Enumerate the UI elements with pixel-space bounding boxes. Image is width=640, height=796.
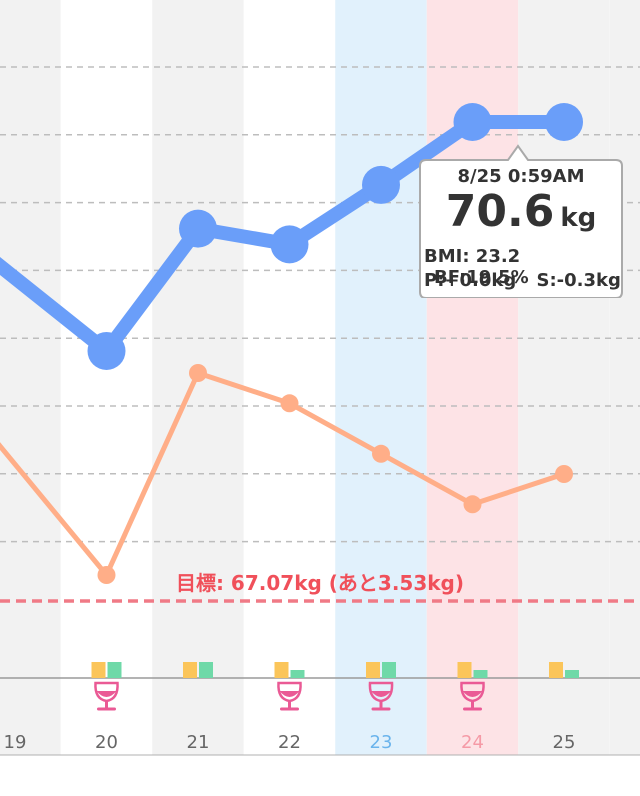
x-tick-label-20: 20 — [95, 732, 118, 753]
activity-bar-yellow-23 — [366, 662, 380, 678]
weight-point-24 — [453, 103, 492, 141]
day-column-20 — [60, 0, 153, 755]
tooltip-bmi-bf-row: BMI: 23.2 BF:19.5% — [424, 246, 624, 288]
wine-glass-icon — [460, 681, 485, 711]
activity-bar-green-22 — [290, 670, 305, 678]
secondary-point-20 — [97, 566, 116, 584]
day-column-19 — [0, 0, 61, 755]
activity-bar-green-25 — [565, 670, 579, 678]
tooltip-bubble — [419, 144, 623, 298]
activity-bar-green-20 — [107, 662, 122, 678]
activity-bar-green-24 — [473, 670, 488, 678]
secondary-point-21 — [189, 364, 207, 382]
weight-tooltip: 8/25 0:59AM 70.6 kg BMI: 23.2 BF:19.5% P:… — [418, 144, 624, 298]
weight-point-25 — [545, 103, 583, 141]
secondary-point-25 — [555, 465, 573, 483]
tooltip-date: 8/25 0:59AM — [457, 166, 585, 187]
tooltip-weight: 70.6 kg — [418, 186, 624, 237]
tooltip-weight-unit: kg — [560, 203, 597, 233]
day-column-edge — [610, 0, 640, 755]
weight-point-21 — [179, 209, 217, 248]
weight-point-20 — [87, 332, 126, 370]
activity-bar-green-21 — [199, 662, 213, 678]
x-tick-label-25: 25 — [553, 732, 576, 753]
x-tick-label-24: 24 — [461, 732, 484, 753]
tooltip-p: P:+0.0kg — [424, 270, 517, 291]
tooltip-bf: BF:19.5% — [434, 267, 529, 288]
activity-bar-yellow-20 — [91, 662, 106, 678]
secondary-point-23 — [372, 444, 390, 463]
secondary-point-22 — [280, 394, 299, 413]
wine-glass-icon — [368, 681, 394, 711]
x-tick-label-23: 23 — [370, 732, 393, 753]
wine-glass-icon — [277, 681, 302, 711]
activity-bar-yellow-22 — [274, 662, 289, 678]
activity-bar-yellow-25 — [549, 662, 563, 678]
activity-bar-yellow-21 — [183, 662, 197, 678]
activity-bar-green-23 — [382, 662, 396, 678]
day-column-23 — [335, 0, 427, 755]
tooltip-weight-value: 70.6 — [445, 186, 555, 237]
tooltip-p-s-row: P:+0.0kg S:-0.3kg — [424, 270, 624, 291]
goal-label: 目標: 67.07kg (あと3.53kg) — [175, 571, 465, 595]
x-tick-label-21: 21 — [187, 732, 210, 753]
wine-glass-icon — [94, 681, 119, 711]
secondary-point-24 — [463, 495, 482, 514]
tooltip-s: S:-0.3kg — [536, 270, 621, 291]
x-tick-label-22: 22 — [278, 732, 301, 753]
weight-point-22 — [270, 225, 309, 264]
tooltip-bmi: BMI: 23.2 — [424, 246, 521, 267]
day-column-22 — [243, 0, 336, 755]
activity-bar-yellow-24 — [457, 662, 472, 678]
x-tick-label-19: 19 — [4, 732, 27, 753]
weight-point-23 — [362, 165, 400, 204]
